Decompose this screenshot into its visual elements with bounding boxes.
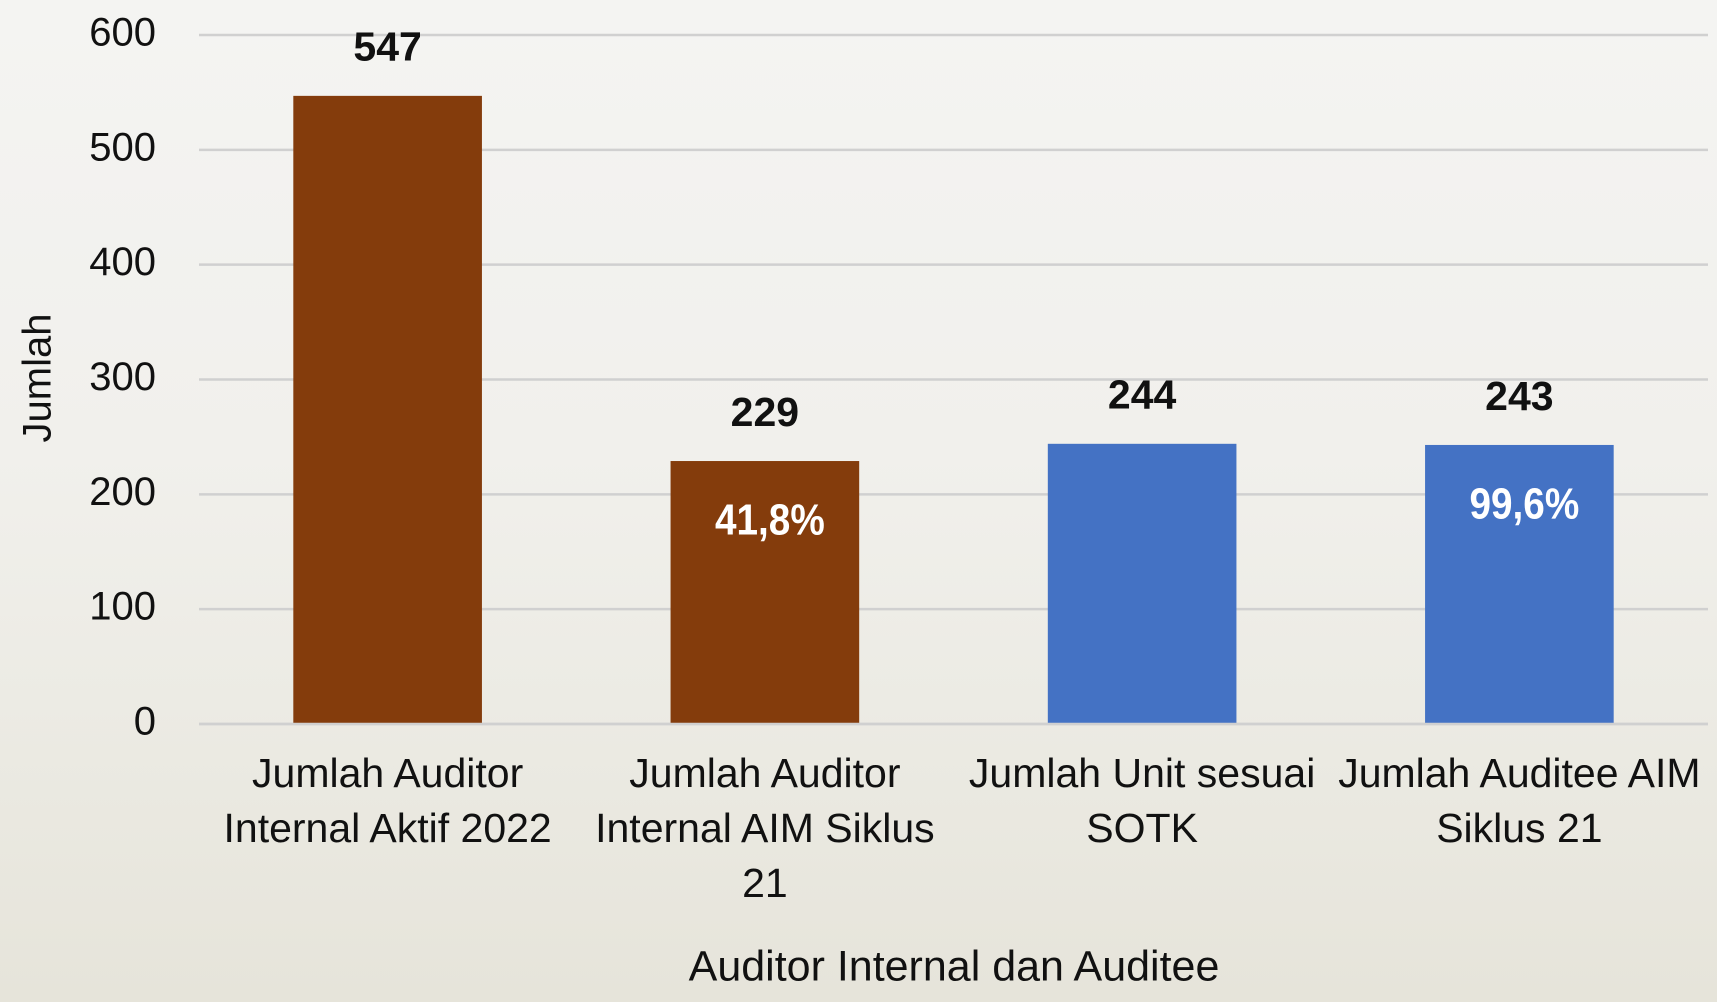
y-tick-label: 500 bbox=[89, 125, 156, 169]
x-axis-title: Auditor Internal dan Auditee bbox=[689, 942, 1220, 990]
y-tick-label: 100 bbox=[89, 585, 156, 629]
y-tick-label: 400 bbox=[89, 240, 156, 284]
inner-label: 99,6% bbox=[1469, 478, 1579, 528]
x-tick-label: Jumlah Unit sesuai SOTK bbox=[956, 746, 1328, 856]
page: {"chart_data": {"type": "bar", "categori… bbox=[0, 0, 1717, 1002]
bar bbox=[1048, 444, 1237, 724]
x-tick-label: Jumlah Auditee AIM Siklus 21 bbox=[1333, 746, 1705, 856]
y-tick-label: 200 bbox=[89, 470, 156, 514]
y-tick-label: 0 bbox=[134, 700, 156, 744]
bar bbox=[293, 96, 482, 724]
value-label: 244 bbox=[1108, 372, 1177, 418]
inner-label: 41,8% bbox=[715, 494, 825, 544]
y-axis-title: Jumlah bbox=[16, 314, 60, 443]
x-tick-label: Jumlah Auditor Internal AIM Siklus 21 bbox=[579, 746, 951, 911]
x-tick-label: Jumlah Auditor Internal Aktif 2022 bbox=[202, 746, 574, 856]
y-tick-label: 600 bbox=[89, 11, 156, 55]
value-label: 243 bbox=[1485, 373, 1553, 419]
value-label: 229 bbox=[731, 389, 799, 435]
y-tick-label: 300 bbox=[89, 355, 156, 399]
value-label: 547 bbox=[353, 24, 421, 70]
